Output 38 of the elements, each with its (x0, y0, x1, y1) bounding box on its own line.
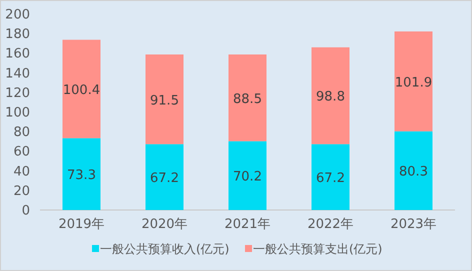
legend-label: 一般公共预算支出(亿元) (253, 242, 382, 256)
data-label: 67.2 (316, 171, 345, 186)
y-tick-label: 140 (5, 66, 30, 82)
bar (312, 144, 350, 210)
bar (394, 131, 432, 210)
data-label: 101.9 (394, 75, 432, 90)
data-label: 80.3 (399, 164, 428, 180)
data-label: 100.4 (62, 82, 100, 98)
data-label: 70.2 (233, 170, 262, 185)
y-tick-label: 20 (13, 184, 30, 199)
data-label: 98.8 (316, 90, 345, 105)
y-tick-label: 60 (13, 144, 30, 160)
bar (394, 31, 432, 132)
bar (228, 141, 266, 210)
y-tick-label: 40 (13, 164, 30, 180)
y-tick-label: 120 (5, 86, 30, 101)
bar (62, 40, 100, 138)
y-tick-label: 80 (13, 125, 30, 140)
y-tick-label: 160 (5, 46, 30, 62)
x-tick-label: 2019年 (58, 217, 105, 232)
x-tick-label: 2022年 (307, 217, 354, 232)
data-label: 67.2 (150, 171, 179, 186)
y-tick-label: 100 (5, 106, 30, 120)
data-label: 73.3 (67, 168, 96, 184)
bar (228, 54, 266, 142)
data-label: 88.5 (233, 92, 262, 107)
legend-label: 一般公共预算收入(亿元) (100, 242, 230, 256)
x-tick-label: 2021年 (224, 217, 271, 232)
x-tick-label: 2020年 (141, 217, 188, 232)
bar (146, 54, 184, 144)
bar (62, 138, 100, 210)
x-tick-label: 2023年 (390, 217, 437, 232)
bar (312, 47, 350, 144)
y-tick-label: 200 (5, 8, 30, 22)
data-label: 91.5 (150, 93, 179, 108)
y-tick-label: 180 (5, 27, 30, 42)
bar (146, 144, 184, 210)
y-tick-label: 0 (22, 204, 30, 218)
